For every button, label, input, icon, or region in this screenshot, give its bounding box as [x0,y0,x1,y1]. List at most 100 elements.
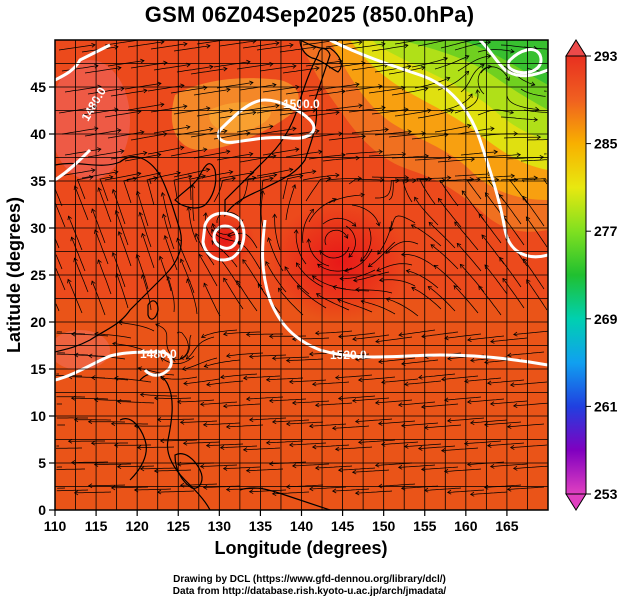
streamline-arrowhead [156,152,162,158]
streamline-arrowhead [117,65,122,71]
streamline-arrowhead [245,332,251,337]
streamline-arrowhead [248,417,254,423]
streamline-arrowhead [251,175,257,181]
streamline-arrowhead [512,403,518,409]
streamline-arrowhead [268,333,274,339]
streamline-arrowhead [298,173,304,179]
streamline [477,109,514,116]
lat-lon-grid [55,40,548,510]
streamline-arrowhead [200,333,206,338]
streamline-arrowhead [487,64,492,70]
colorbar-tick-label: 285 [594,136,618,152]
streamline-arrowhead [381,105,386,111]
streamline [236,125,273,133]
streamline-arrowhead [337,467,343,473]
streamline [117,401,155,404]
streamline [265,261,287,293]
streamline [480,66,510,81]
streamline-arrowhead [375,221,381,227]
streamline [499,257,522,288]
streamline [404,443,442,447]
y-tick-label: 25 [30,267,46,283]
streamline-arrowhead [136,445,142,450]
streamline-arrowhead [163,60,168,66]
streamline-arrowhead [331,425,337,431]
streamline-arrowhead [352,277,358,283]
streamline-arrowhead [97,84,102,90]
streamline [183,378,221,384]
streamline [355,490,393,494]
streamline-arrowhead [489,401,495,407]
streamline-arrowhead [384,127,389,133]
streamline [279,46,317,53]
streamline [112,343,149,353]
streamline-arrowhead [355,82,360,87]
streamline-arrowhead [335,40,340,43]
streamline-arrowhead [490,126,495,132]
streamline-arrowhead [507,352,512,358]
streamline-arrowhead [374,462,380,468]
streamline [162,214,175,250]
streamline [335,446,373,450]
streamline [381,441,419,445]
streamline [272,491,310,495]
streamline-arrowhead [272,82,277,88]
streamline-arrowhead [525,216,531,222]
streamline-arrowhead [249,170,255,176]
streamline [401,254,436,268]
contour-low-inner [212,224,239,250]
streamline-arrowhead [211,228,216,234]
streamline-arrowhead [97,259,102,264]
streamline [401,359,439,365]
streamline-arrowhead [407,64,412,69]
x-tick-label: 125 [167,518,191,534]
streamline-arrowhead [248,151,254,157]
streamline-arrowhead [314,402,320,408]
streamline-arrowhead [308,423,314,429]
streamline [478,285,502,316]
streamline [196,109,233,117]
y-tick-label: 40 [30,126,46,142]
streamline [246,396,284,400]
streamline [355,289,393,294]
streamline-arrowhead [453,285,458,290]
streamline-arrowhead [185,124,191,130]
streamline [91,377,129,381]
streamline [467,335,505,341]
streamline-arrowhead [113,169,119,175]
streamline [523,46,548,50]
credit-line-dcl: Drawing by DCL (https://www.gfd-dennou.o… [173,574,446,585]
streamline-arrowhead [483,422,489,427]
streamline-arrowhead [97,147,102,152]
streamline [282,67,320,74]
streamline [266,440,304,444]
streamline-arrowhead [246,131,251,136]
streamline [401,422,439,427]
streamline [219,40,257,47]
streamline-arrowhead [114,210,120,215]
streamline [456,243,482,272]
streamline-arrowhead [136,171,142,177]
streamline-arrowhead [311,381,317,387]
streamline [67,279,83,314]
streamline [136,191,149,227]
streamline [352,397,390,402]
streamline-arrowhead [225,487,231,492]
streamline-arrowhead [486,54,492,59]
streamline-arrowhead [292,63,297,69]
streamline [464,440,502,445]
streamline-arrowhead [206,43,211,49]
streamline [358,376,396,381]
streamline [444,333,482,339]
streamline-arrowhead [418,374,423,380]
streamline [454,221,479,251]
streamline [249,489,287,493]
streamline [176,331,189,359]
streamline [338,332,376,338]
streamline-arrowhead [206,106,211,111]
streamline-arrowhead [252,40,257,44]
streamline [391,87,428,96]
streamline [99,176,113,202]
streamline [325,178,362,183]
streamline [243,375,281,379]
